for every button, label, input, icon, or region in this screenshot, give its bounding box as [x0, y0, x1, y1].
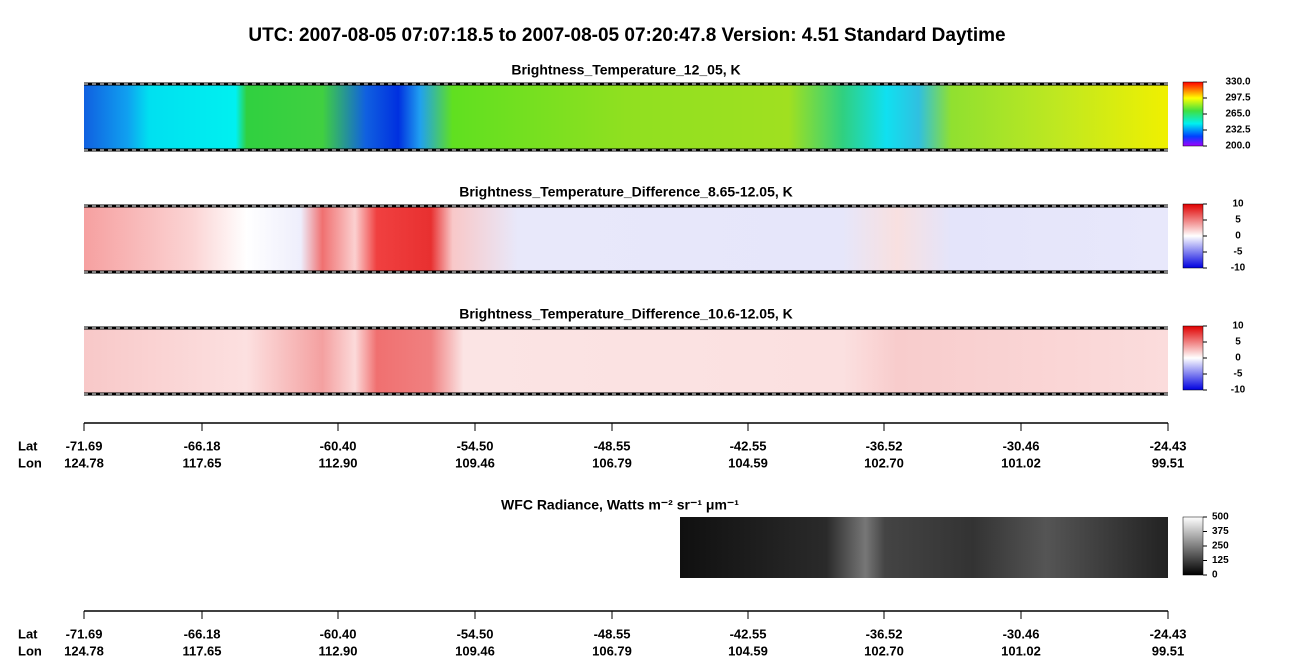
lon-label: 102.70 — [864, 455, 904, 470]
lon-label: 106.79 — [592, 643, 632, 658]
axis-label: Lon — [18, 455, 42, 470]
lat-label: -30.46 — [1003, 438, 1040, 453]
colorbar-label: -5 — [1234, 247, 1243, 258]
colorbar-label: 297.5 — [1225, 93, 1250, 104]
lon-label: 104.59 — [728, 455, 768, 470]
lat-label: -24.43 — [1150, 626, 1187, 641]
lon-label: 99.51 — [1152, 643, 1185, 658]
lon-label: 106.79 — [592, 455, 632, 470]
lat-label: -66.18 — [184, 626, 221, 641]
lat-label: -54.50 — [457, 626, 494, 641]
colorbar — [1182, 81, 1204, 147]
lat-label: -36.52 — [866, 438, 903, 453]
colorbar — [1182, 325, 1204, 391]
colorbar-label: 125 — [1212, 555, 1229, 566]
axis-label: Lat — [18, 438, 38, 453]
lat-label: -71.69 — [66, 438, 103, 453]
lat-label: -71.69 — [66, 626, 103, 641]
lat-label: -54.50 — [457, 438, 494, 453]
lon-label: 112.90 — [318, 643, 357, 658]
lat-label: -48.55 — [594, 438, 631, 453]
colorbar-label: 375 — [1212, 526, 1229, 537]
panel-title: Brightness_Temperature_Difference_8.65-1… — [459, 184, 793, 200]
axis-label: Lon — [18, 643, 42, 658]
lat-label: -36.52 — [866, 626, 903, 641]
page-title: UTC: 2007-08-05 07:07:18.5 to 2007-08-05… — [248, 25, 1005, 46]
colorbar-label: 0 — [1235, 353, 1241, 364]
colorbar-label: 0 — [1235, 231, 1241, 242]
colorbar-label: 500 — [1212, 512, 1229, 523]
lon-label: 124.78 — [64, 455, 104, 470]
lon-label: 109.46 — [455, 455, 495, 470]
colorbar-label: -10 — [1231, 263, 1246, 274]
swath-image — [84, 328, 1168, 394]
colorbar-label: -5 — [1234, 369, 1243, 380]
colorbar-label: 200.0 — [1225, 141, 1250, 152]
panel-title: Brightness_Temperature_Difference_10.6-1… — [459, 306, 793, 322]
lon-label: 117.65 — [182, 455, 221, 470]
panel-title: Brightness_Temperature_12_05, K — [511, 62, 740, 78]
lat-label: -24.43 — [1150, 438, 1187, 453]
colorbar-label: -10 — [1231, 385, 1246, 396]
colorbar-label: 5 — [1235, 337, 1241, 348]
axis-label: Lat — [18, 626, 38, 641]
lon-label: 109.46 — [455, 643, 495, 658]
colorbar-label: 250 — [1212, 541, 1229, 552]
colorbar-label: 5 — [1235, 215, 1241, 226]
lon-label: 104.59 — [728, 643, 768, 658]
colorbar-label: 330.0 — [1225, 77, 1250, 88]
colorbar-label: 232.5 — [1225, 125, 1250, 136]
lon-label: 112.90 — [318, 455, 357, 470]
lat-label: -42.55 — [730, 626, 767, 641]
colorbar-label: 10 — [1232, 321, 1244, 332]
lat-label: -30.46 — [1003, 626, 1040, 641]
lon-label: 124.78 — [64, 643, 104, 658]
colorbar-label: 0 — [1212, 570, 1218, 581]
colorbar — [1182, 203, 1204, 269]
wfc-image — [680, 517, 1168, 578]
lon-label: 101.02 — [1001, 643, 1041, 658]
lon-label: 117.65 — [182, 643, 221, 658]
swath-image — [84, 84, 1168, 150]
lat-label: -60.40 — [320, 438, 357, 453]
lon-label: 101.02 — [1001, 455, 1041, 470]
colorbar-label: 265.0 — [1225, 109, 1250, 120]
panel-title: WFC Radiance, Watts m⁻² sr⁻¹ μm⁻¹ — [501, 497, 739, 513]
lat-label: -66.18 — [184, 438, 221, 453]
lon-label: 99.51 — [1152, 455, 1185, 470]
lat-label: -42.55 — [730, 438, 767, 453]
lat-label: -60.40 — [320, 626, 357, 641]
lon-label: 102.70 — [864, 643, 904, 658]
swath-image — [84, 206, 1168, 272]
colorbar-label: 10 — [1232, 199, 1244, 210]
colorbar — [1182, 516, 1204, 576]
lat-label: -48.55 — [594, 626, 631, 641]
